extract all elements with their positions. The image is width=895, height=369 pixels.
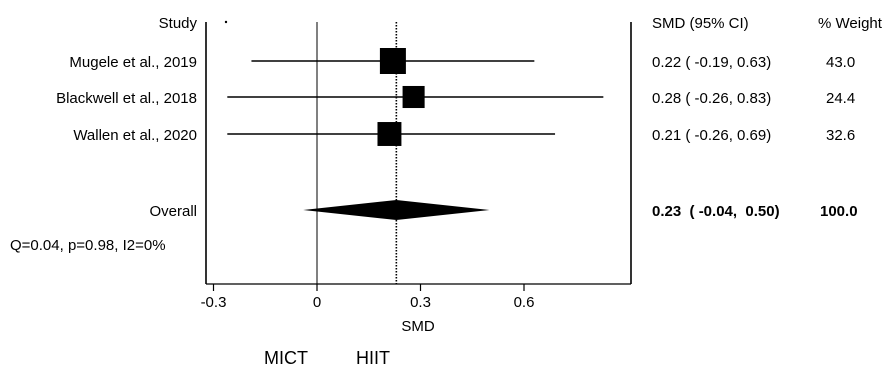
- direction-label-right: HIIT: [356, 348, 390, 368]
- estimate-column-header: SMD (95% CI): [652, 15, 749, 32]
- header-dot: [224, 20, 228, 24]
- study-ci-text: 0.28 ( -0.26, 0.83): [652, 90, 771, 107]
- overall-ci-text: 0.23 ( -0.04, 0.50): [652, 203, 780, 220]
- direction-label-left: MICT: [264, 348, 308, 368]
- study-weight-text: 24.4: [826, 90, 855, 107]
- study-ci-text: 0.21 ( -0.26, 0.69): [652, 127, 771, 144]
- study-column-header: Study: [159, 15, 198, 32]
- study-label: Blackwell et al., 2018: [56, 90, 197, 107]
- x-tick-label: 0.6: [514, 294, 535, 311]
- study-point-box: [377, 122, 402, 146]
- overall-label: Overall: [149, 203, 197, 220]
- study-weight-text: 32.6: [826, 127, 855, 144]
- x-tick-label: -0.3: [201, 294, 227, 311]
- study-weight-text: 43.0: [826, 54, 855, 71]
- study-point-box: [402, 85, 425, 109]
- overall-weight-text: 100.0: [820, 203, 858, 220]
- heterogeneity-stats: Q=0.04, p=0.98, I2=0%: [10, 237, 166, 254]
- study-ci-text: 0.22 ( -0.19, 0.63): [652, 54, 771, 71]
- study-label: Wallen et al., 2020: [73, 127, 197, 144]
- x-axis-label: SMD: [401, 318, 435, 335]
- study-point-box: [379, 48, 406, 74]
- study-label: Mugele et al., 2019: [69, 54, 197, 71]
- x-tick-label: 0.3: [410, 294, 431, 311]
- x-tick-label: 0: [313, 294, 321, 311]
- weight-column-header: % Weight: [818, 15, 883, 32]
- overall-diamond: [303, 200, 490, 220]
